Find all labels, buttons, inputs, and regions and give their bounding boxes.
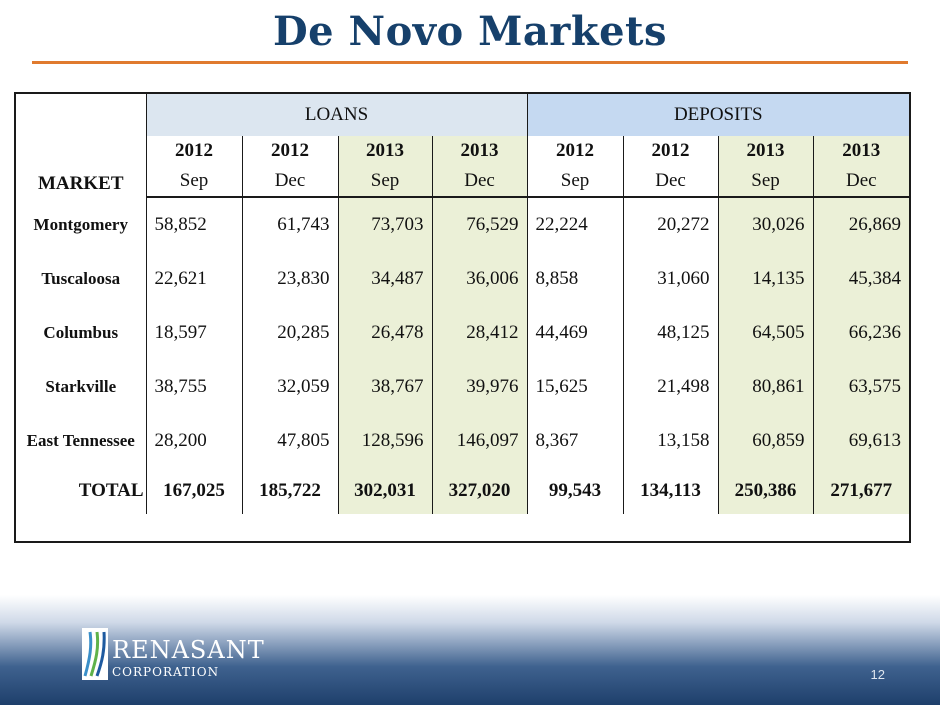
column-year: 2013	[431, 136, 528, 166]
page-number: 12	[870, 667, 885, 682]
deposits-group-header: DEPOSITS	[526, 94, 910, 136]
slide-title: De Novo Markets	[272, 8, 668, 55]
table-cell: 146,097	[431, 414, 528, 468]
table-cell: 38,767	[337, 360, 432, 414]
logo-subtitle: CORPORATION	[112, 665, 220, 679]
table-cell: 28,412	[431, 306, 528, 360]
table-cell: 13,158	[622, 414, 719, 468]
table-cell: 128,596	[337, 414, 432, 468]
table-cell: 76,529	[431, 197, 528, 252]
market-name: Columbus	[43, 323, 119, 342]
column-year: 2012	[145, 136, 242, 166]
market-column-header: MARKET	[38, 173, 124, 194]
table-cell: 28,200	[145, 414, 242, 468]
table-cell: 14,135	[717, 252, 814, 306]
table-cell: 47,805	[241, 414, 338, 468]
table-cell: 8,367	[526, 414, 624, 468]
table-row: East Tennessee 28,200 47,805 128,596 146…	[16, 414, 910, 468]
table-row: Tuscaloosa 22,621 23,830 34,487 36,006 8…	[16, 252, 910, 306]
table-row: Montgomery 58,852 61,743 73,703 76,529 2…	[16, 197, 910, 252]
table-cell: 34,487	[337, 252, 432, 306]
table-cell: 26,869	[812, 197, 910, 252]
column-period: Dec	[431, 166, 528, 198]
table-cell: 20,285	[241, 306, 338, 360]
column-year: 2013	[717, 136, 814, 166]
table-cell: 22,621	[145, 252, 242, 306]
table-cell: 15,625	[526, 360, 624, 414]
total-label: TOTAL	[78, 480, 144, 501]
column-period: Sep	[717, 166, 814, 198]
column-period: Dec	[812, 166, 910, 198]
table-row: Starkville 38,755 32,059 38,767 39,976 1…	[16, 360, 910, 414]
table-cell: 21,498	[622, 360, 719, 414]
total-cell: 99,543	[526, 468, 624, 514]
logo-mark-icon	[82, 628, 108, 680]
markets-table: MARKET LOANS DEPOSITS 2012 2012 2013 201…	[14, 92, 911, 543]
column-period: Sep	[526, 166, 624, 198]
table-cell: 48,125	[622, 306, 719, 360]
total-cell: 327,020	[431, 468, 528, 514]
table-cell: 8,858	[526, 252, 624, 306]
total-cell: 185,722	[241, 468, 338, 514]
total-cell: 271,677	[812, 468, 910, 514]
table-cell: 60,859	[717, 414, 814, 468]
market-name: Montgomery	[33, 214, 128, 234]
table-row: Columbus 18,597 20,285 26,478 28,412 44,…	[16, 306, 910, 360]
column-period: Dec	[241, 166, 338, 198]
table-cell: 73,703	[337, 197, 432, 252]
total-cell: 250,386	[717, 468, 814, 514]
column-year: 2012	[241, 136, 338, 166]
table-cell: 64,505	[717, 306, 814, 360]
table-cell: 58,852	[145, 197, 242, 252]
table-cell: 36,006	[431, 252, 528, 306]
column-year: 2013	[812, 136, 910, 166]
table-cell: 63,575	[812, 360, 910, 414]
table-cell: 80,861	[717, 360, 814, 414]
market-name: Starkville	[45, 377, 117, 396]
table-cell: 69,613	[812, 414, 910, 468]
table-cell: 66,236	[812, 306, 910, 360]
total-row: TOTAL 167,025 185,722 302,031 327,020 99…	[16, 468, 910, 514]
table-cell: 38,755	[145, 360, 242, 414]
table-cell: 44,469	[526, 306, 624, 360]
table-cell: 18,597	[145, 306, 242, 360]
title-underline	[32, 61, 908, 64]
table-cell: 20,272	[622, 197, 719, 252]
logo-name: RENASANT	[112, 636, 265, 664]
column-year: 2012	[526, 136, 624, 166]
market-name: Tuscaloosa	[41, 269, 121, 288]
total-cell: 134,113	[622, 468, 719, 514]
total-cell: 302,031	[337, 468, 432, 514]
column-year: 2013	[337, 136, 432, 166]
column-period: Dec	[622, 166, 719, 198]
column-period: Sep	[145, 166, 242, 198]
footer-band	[0, 595, 940, 705]
table-cell: 32,059	[241, 360, 338, 414]
table-cell: 31,060	[622, 252, 719, 306]
table-cell: 23,830	[241, 252, 338, 306]
table-cell: 61,743	[241, 197, 338, 252]
table-cell: 30,026	[717, 197, 814, 252]
table-cell: 45,384	[812, 252, 910, 306]
table-cell: 22,224	[526, 197, 624, 252]
total-cell: 167,025	[145, 468, 242, 514]
loans-group-header: LOANS	[145, 94, 528, 136]
market-name: East Tennessee	[26, 431, 135, 450]
column-period: Sep	[337, 166, 432, 198]
table-cell: 26,478	[337, 306, 432, 360]
company-logo: RENASANT CORPORATION	[82, 624, 282, 684]
column-year: 2012	[622, 136, 719, 166]
table-cell: 39,976	[431, 360, 528, 414]
